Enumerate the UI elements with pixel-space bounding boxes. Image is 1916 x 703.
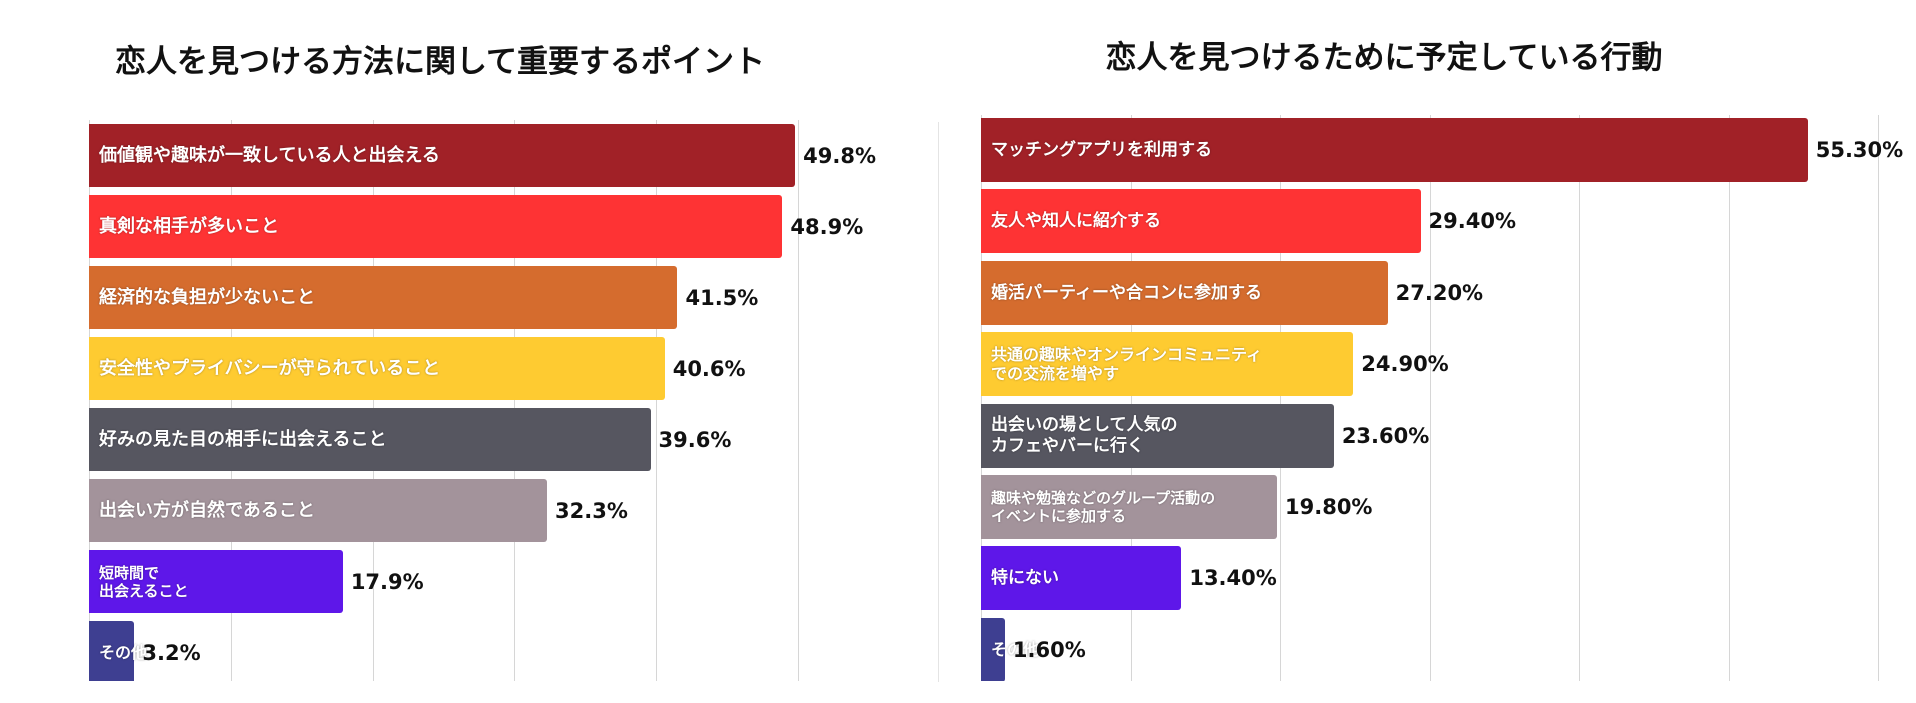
value-label: 24.90% bbox=[1361, 352, 1449, 377]
category-label: 出会いの場として人気の カフェやバーに行く bbox=[991, 415, 1178, 456]
grid-line bbox=[1728, 115, 1730, 681]
value-label: 3.2% bbox=[142, 640, 201, 665]
bar bbox=[981, 118, 1808, 182]
bar bbox=[981, 546, 1182, 611]
category-label: 短時間で 出会えること bbox=[99, 563, 189, 600]
value-label: 40.6% bbox=[672, 356, 746, 381]
category-label: その他 bbox=[991, 640, 1040, 660]
value-label: 29.40% bbox=[1428, 209, 1516, 234]
value-label: 41.5% bbox=[685, 285, 759, 310]
category-label: 趣味や勉強などのグループ活動の イベントに参加する bbox=[991, 489, 1216, 525]
chart-title: 恋人を見つける方法に関して重要するポイント bbox=[114, 44, 766, 80]
bar bbox=[89, 550, 343, 613]
grid-line bbox=[981, 115, 982, 681]
category-label: 特にない bbox=[991, 568, 1059, 589]
bar bbox=[981, 260, 1388, 325]
value-label: 27.20% bbox=[1395, 280, 1484, 305]
value-label: 49.8% bbox=[803, 143, 877, 168]
bar bbox=[89, 621, 135, 681]
grid-line bbox=[230, 120, 232, 681]
bar bbox=[981, 617, 1005, 681]
bar bbox=[981, 403, 1334, 468]
bar bbox=[89, 195, 783, 258]
value-label: 17.9% bbox=[350, 569, 424, 594]
grid-line bbox=[798, 120, 799, 681]
grid-line bbox=[1579, 115, 1580, 681]
value-label: 48.9% bbox=[790, 214, 864, 239]
grid-line bbox=[89, 120, 90, 681]
category-label: 安全性やプライバシーが守られていること bbox=[99, 357, 441, 379]
grid-line bbox=[1878, 115, 1879, 681]
category-label: 価値観や趣味が一致している人と出会える bbox=[99, 144, 440, 166]
value-label: 32.3% bbox=[555, 498, 628, 523]
grid-line bbox=[1280, 115, 1281, 681]
value-label: 55.30% bbox=[1815, 138, 1904, 162]
bar bbox=[89, 266, 678, 329]
grid-line bbox=[656, 120, 658, 681]
grid-line bbox=[1130, 115, 1132, 681]
category-label: 友人や知人に紹介する bbox=[991, 211, 1161, 232]
value-label: 1.60% bbox=[1012, 637, 1086, 662]
plot-area: 価値観や趣味が一致している人と出会える 49.8% 真剣な相手が多いこと 48.9% 経… bbox=[89, 120, 918, 681]
bar bbox=[89, 124, 796, 187]
grid-line bbox=[1429, 115, 1431, 681]
divider bbox=[938, 122, 939, 682]
category-label: 出会い方が自然であること bbox=[99, 499, 315, 521]
bar bbox=[89, 337, 665, 400]
bar bbox=[981, 475, 1277, 539]
category-label: その他 bbox=[99, 642, 148, 662]
chart-title: 恋人を見つけるために予定している行動 bbox=[1105, 40, 1663, 76]
category-label: 真剣な相手が多いこと bbox=[99, 215, 279, 237]
value-label: 13.40% bbox=[1189, 566, 1277, 591]
value-label: 39.6% bbox=[658, 427, 732, 452]
value-label: 23.60% bbox=[1341, 423, 1430, 448]
bar bbox=[89, 408, 651, 471]
bar bbox=[89, 479, 547, 542]
grid-line bbox=[514, 120, 516, 681]
value-label: 19.80% bbox=[1285, 495, 1373, 519]
category-label: 好みの見た目の相手に出会えること bbox=[99, 428, 387, 450]
bar bbox=[981, 332, 1354, 397]
plot-area: マッチングアプリを利用する 55.30% 友人や知人に紹介する 29.40% 婚活パーテ… bbox=[981, 115, 1916, 681]
category-label: マッチングアプリを利用する bbox=[991, 139, 1212, 160]
bar bbox=[981, 189, 1421, 254]
grid-line bbox=[372, 120, 374, 681]
category-label: 経済的な負担が少ないこと bbox=[99, 286, 315, 308]
category-label: 婚活パーティーや合コンに参加する bbox=[991, 282, 1262, 303]
category-label: 共通の趣味やオンラインコミュニティ での交流を増やす bbox=[991, 345, 1263, 384]
